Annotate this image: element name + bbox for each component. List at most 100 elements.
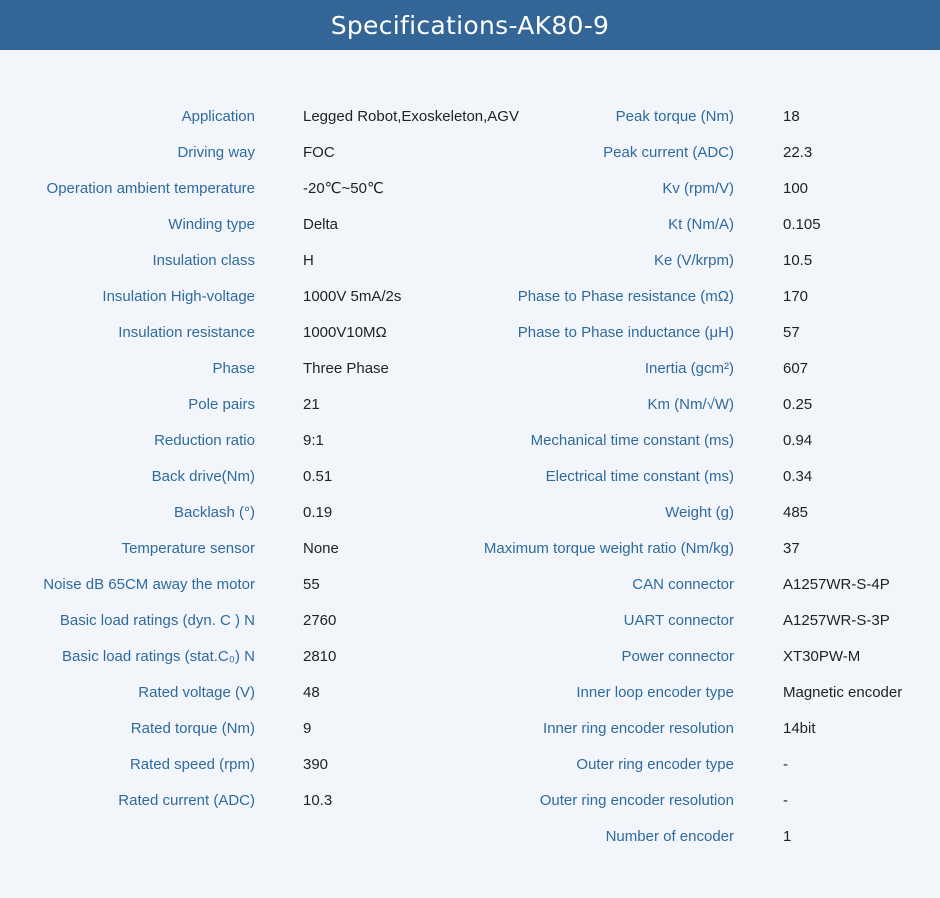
spec-value: 1	[783, 827, 792, 845]
spec-label: Winding type	[168, 215, 255, 233]
spec-value: Legged Robot,Exoskeleton,AGV	[303, 107, 519, 125]
spec-label: Weight (g)	[665, 503, 734, 521]
spec-value: None	[303, 539, 339, 557]
spec-label: Back drive(Nm)	[151, 467, 255, 485]
spec-value: 0.25	[783, 395, 813, 413]
spec-row: Kt (Nm/A) 0.105	[0, 206, 902, 242]
spec-row: Number of encoder 1	[0, 818, 902, 854]
spec-value: FOC	[303, 143, 335, 161]
spec-row: Ke (V/krpm) 10.5	[0, 242, 902, 278]
spec-row: Insulation resistance 1000V10MΩ	[0, 314, 519, 350]
spec-row: Application Legged Robot,Exoskeleton,AGV	[0, 98, 519, 134]
spec-label: Rated torque (Nm)	[130, 719, 255, 737]
spec-row: Insulation High-voltage 1000V 5mA/2s	[0, 278, 519, 314]
spec-label: Mechanical time constant (ms)	[530, 431, 734, 449]
spec-value: 22.3	[783, 143, 813, 161]
spec-row: Operation ambient temperature -20℃~50℃	[0, 170, 519, 206]
spec-label: Outer ring encoder resolution	[539, 791, 734, 809]
spec-value: -	[783, 755, 788, 773]
spec-value: 37	[783, 539, 800, 557]
spec-label: Noise dB 65CM away the motor	[43, 575, 255, 593]
spec-row: Backlash (°) 0.19	[0, 494, 519, 530]
spec-label: Pole pairs	[188, 395, 255, 413]
spec-value: 100	[783, 179, 809, 197]
spec-row: Inertia (gcm²) 607	[0, 350, 902, 386]
spec-label: Kv (rpm/V)	[662, 179, 734, 197]
spec-row: Power connector XT30PW-M	[0, 638, 902, 674]
spec-label: Insulation class	[152, 251, 255, 269]
spec-label: Rated current (ADC)	[118, 791, 255, 809]
spec-label: Peak torque (Nm)	[615, 107, 734, 125]
spec-label: Kt (Nm/A)	[668, 215, 734, 233]
spec-row: Electrical time constant (ms) 0.34	[0, 458, 902, 494]
spec-label: Backlash (°)	[173, 503, 255, 521]
spec-value: 55	[303, 575, 320, 593]
spec-row: Driving way FOC	[0, 134, 519, 170]
spec-value: 0.94	[783, 431, 813, 449]
spec-value: 9	[303, 719, 312, 737]
spec-value: Three Phase	[303, 359, 389, 377]
spec-value: XT30PW-M	[783, 647, 861, 665]
spec-row: Noise dB 65CM away the motor 55	[0, 566, 519, 602]
spec-value: 14bit	[783, 719, 816, 737]
spec-value: 2810	[303, 647, 337, 665]
spec-value: 170	[783, 287, 809, 305]
page-header: Specifications-AK80-9	[0, 0, 940, 50]
spec-row: Reduction ratio 9:1	[0, 422, 519, 458]
spec-value: A1257WR-S-4P	[783, 575, 890, 593]
spec-row: Rated voltage (V) 48	[0, 674, 519, 710]
spec-label: UART connector	[623, 611, 734, 629]
spec-label: Basic load ratings (stat.C₀) N	[62, 647, 255, 665]
spec-label: Reduction ratio	[154, 431, 255, 449]
spec-value: 0.34	[783, 467, 813, 485]
spec-row: Peak current (ADC) 22.3	[0, 134, 902, 170]
spec-label: Rated voltage (V)	[138, 683, 255, 701]
spec-value: 607	[783, 359, 809, 377]
spec-label: Power connector	[621, 647, 734, 665]
spec-row: Weight (g) 485	[0, 494, 902, 530]
spec-label: Km (Nm/√W)	[647, 395, 734, 413]
spec-value: 10.3	[303, 791, 333, 809]
spec-label: Outer ring encoder type	[576, 755, 734, 773]
spec-value: 10.5	[783, 251, 813, 269]
spec-row: Inner ring encoder resolution 14bit	[0, 710, 902, 746]
spec-value: 57	[783, 323, 800, 341]
spec-label: CAN connector	[632, 575, 734, 593]
spec-value: 0.51	[303, 467, 333, 485]
spec-row: Phase Three Phase	[0, 350, 519, 386]
spec-row: Mechanical time constant (ms) 0.94	[0, 422, 902, 458]
spec-value: Magnetic encoder	[783, 683, 903, 701]
spec-row: Phase to Phase inductance (μH) 57	[0, 314, 902, 350]
spec-label: Application	[181, 107, 255, 125]
spec-label: Insulation High-voltage	[102, 287, 255, 305]
spec-label: Maximum torque weight ratio (Nm/kg)	[483, 539, 734, 557]
spec-label: Operation ambient temperature	[46, 179, 255, 197]
spec-value: 48	[303, 683, 320, 701]
spec-row: Kv (rpm/V) 100	[0, 170, 902, 206]
spec-value: 2760	[303, 611, 337, 629]
spec-value: 18	[783, 107, 800, 125]
spec-value: H	[303, 251, 314, 269]
spec-label: Peak current (ADC)	[603, 143, 734, 161]
spec-row: Basic load ratings (dyn. C ) N 2760	[0, 602, 519, 638]
spec-value: 390	[303, 755, 329, 773]
spec-label: Rated speed (rpm)	[129, 755, 255, 773]
spec-row: Rated torque (Nm) 9	[0, 710, 519, 746]
spec-value: -20℃~50℃	[303, 180, 384, 197]
spec-row: CAN connector A1257WR-S-4P	[0, 566, 902, 602]
spec-label: Phase to Phase inductance (μH)	[517, 323, 734, 341]
spec-value: A1257WR-S-3P	[783, 611, 890, 629]
page-title: Specifications-AK80-9	[330, 10, 610, 40]
spec-value: 9:1	[303, 431, 324, 449]
spec-label: Temperature sensor	[121, 539, 255, 557]
spec-label: Driving way	[177, 143, 255, 161]
spec-label: Electrical time constant (ms)	[545, 467, 734, 485]
spec-label: Inner loop encoder type	[576, 683, 734, 701]
spec-row: Winding type Delta	[0, 206, 519, 242]
spec-label: Number of encoder	[605, 827, 734, 845]
spec-label: Phase	[212, 359, 255, 377]
spec-value: 0.105	[783, 215, 821, 233]
spec-row: Phase to Phase resistance (mΩ) 170	[0, 278, 902, 314]
spec-row: UART connector A1257WR-S-3P	[0, 602, 902, 638]
spec-row: Back drive(Nm) 0.51	[0, 458, 519, 494]
